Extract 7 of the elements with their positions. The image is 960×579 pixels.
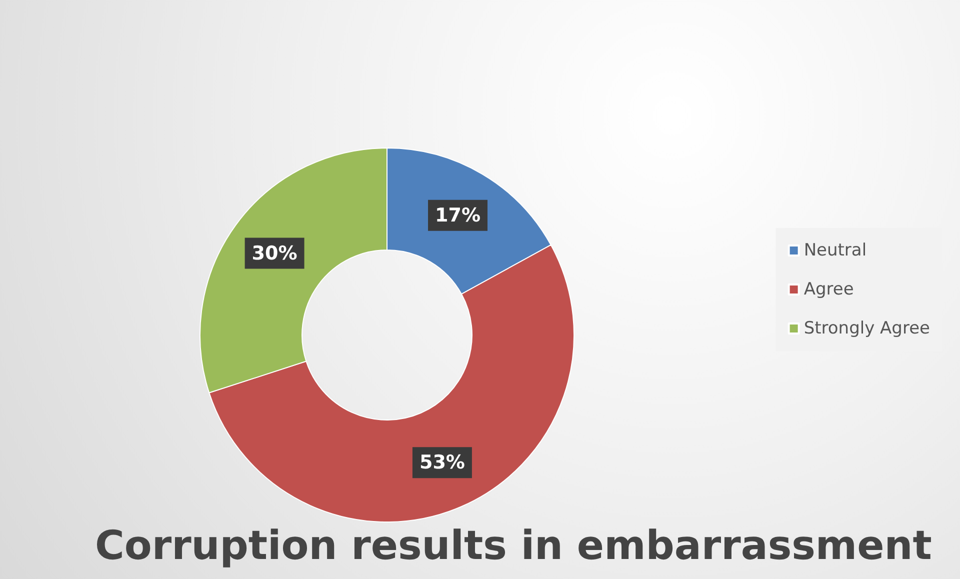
data-label: 17% [435,204,480,226]
data-label: 30% [252,242,298,264]
legend-label: Neutral [804,240,867,260]
text: Corruption results in embarrassment [95,523,932,569]
data-label: 53% [419,452,465,474]
legend-label: Agree [804,280,854,300]
legend-label: Strongly Agree [804,318,930,338]
